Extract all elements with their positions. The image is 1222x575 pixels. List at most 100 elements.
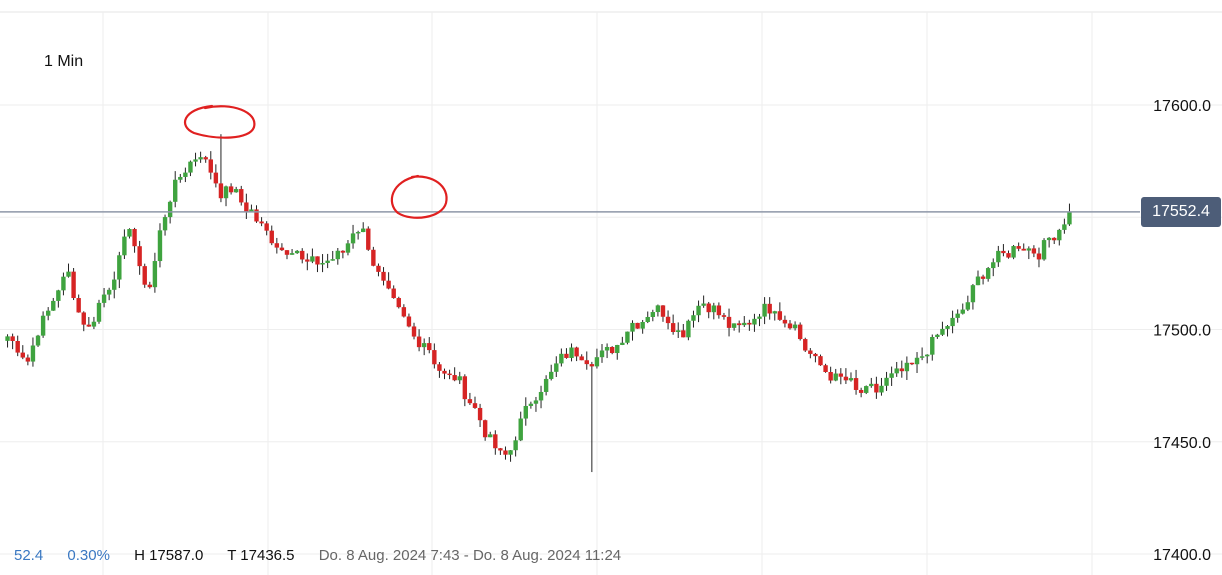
- candle-body: [1067, 211, 1072, 225]
- candle-body: [838, 373, 844, 377]
- candle-body: [528, 403, 534, 406]
- candle-body: [122, 236, 127, 256]
- candle-body: [330, 259, 335, 261]
- candle-body: [447, 373, 452, 376]
- candle-body: [498, 448, 503, 451]
- candle-body: [889, 373, 894, 378]
- candle-body: [198, 157, 203, 160]
- candle-body: [462, 376, 468, 400]
- candle-body: [630, 322, 635, 332]
- candle-body: [864, 386, 869, 393]
- candle-body: [386, 280, 391, 289]
- candle-body: [1011, 246, 1016, 258]
- candle-body: [716, 305, 722, 316]
- candle-body: [488, 434, 493, 438]
- candle-body: [208, 159, 213, 173]
- candle-body: [1016, 246, 1021, 249]
- candle-body: [437, 364, 442, 371]
- candle-body: [45, 310, 51, 316]
- candle-body: [91, 321, 97, 327]
- candle-body: [391, 288, 396, 299]
- candle-body: [294, 250, 300, 254]
- candle-body: [736, 323, 742, 326]
- candle-body: [320, 262, 325, 265]
- candle-body: [1046, 237, 1052, 241]
- candle-body: [300, 250, 305, 260]
- y-tick-label: 17450.0: [1153, 435, 1211, 452]
- candle-body: [239, 189, 244, 203]
- candle-body: [101, 294, 107, 303]
- candle-body: [284, 250, 290, 255]
- candle-body: [965, 302, 971, 310]
- candle-body: [604, 346, 610, 351]
- candle-body: [940, 328, 945, 335]
- candle-body: [797, 324, 803, 340]
- candle-body: [157, 230, 163, 262]
- candle-body: [853, 378, 859, 390]
- candle-body: [1036, 253, 1042, 260]
- candle-body: [477, 407, 483, 421]
- candle-body: [701, 303, 706, 306]
- candle-body: [620, 342, 625, 345]
- candle-body: [635, 322, 640, 329]
- candle-body: [686, 320, 691, 338]
- candle-body: [767, 303, 772, 314]
- candle-body: [366, 228, 371, 250]
- candle-body: [757, 316, 762, 319]
- candle-body: [137, 246, 142, 267]
- candle-body: [269, 230, 274, 244]
- candle-body: [985, 268, 991, 279]
- candle-body: [803, 339, 808, 351]
- candle-body: [670, 323, 676, 333]
- candle-body: [584, 360, 589, 365]
- y-tick-label: 17500.0: [1153, 323, 1211, 340]
- candle-body: [696, 305, 701, 316]
- candle-body: [40, 315, 46, 336]
- y-axis: 17600.0 17500.0 17450.0 17400.0: [1153, 98, 1211, 564]
- candles: [0, 134, 1140, 473]
- candle-body: [86, 324, 92, 327]
- candle-body: [904, 362, 910, 372]
- candle-body: [457, 376, 462, 381]
- candle-body: [188, 161, 193, 173]
- candle-body: [10, 336, 15, 342]
- candle-body: [919, 356, 925, 358]
- candle-body: [264, 223, 269, 231]
- candle-body: [56, 290, 61, 301]
- candle-body: [894, 368, 899, 374]
- candle-body: [1062, 224, 1067, 230]
- candle-body: [569, 347, 574, 358]
- candle-body: [924, 354, 930, 357]
- timeframe-label[interactable]: 1 Min: [44, 53, 84, 70]
- candle-body: [355, 232, 361, 234]
- candle-body: [493, 434, 498, 449]
- candle-body: [173, 179, 178, 202]
- candle-body: [503, 450, 508, 455]
- candle-body: [289, 253, 295, 255]
- candle-body: [599, 350, 605, 358]
- candle-body: [249, 209, 254, 212]
- candle-body: [899, 368, 904, 372]
- y-tick-label: 17600.0: [1153, 98, 1211, 115]
- candle-body: [15, 341, 20, 353]
- candle-body: [127, 229, 132, 237]
- candle-body: [25, 357, 31, 362]
- candle-body: [833, 373, 838, 381]
- candle-body: [930, 336, 935, 355]
- candle-body: [762, 303, 767, 317]
- candle-body: [747, 322, 752, 325]
- candle-body: [20, 352, 25, 358]
- candle-body: [721, 315, 727, 317]
- annotation-circle-lower-high: [390, 174, 448, 219]
- candle-body: [676, 330, 681, 333]
- candle-body: [361, 228, 366, 233]
- candle-body: [1006, 253, 1011, 258]
- candle-body: [660, 305, 666, 317]
- candle-body: [818, 356, 823, 366]
- candle-body: [416, 336, 422, 348]
- candle-body: [625, 331, 630, 343]
- candle-body: [66, 271, 71, 277]
- candle-body: [233, 189, 239, 193]
- candle-body: [549, 371, 554, 379]
